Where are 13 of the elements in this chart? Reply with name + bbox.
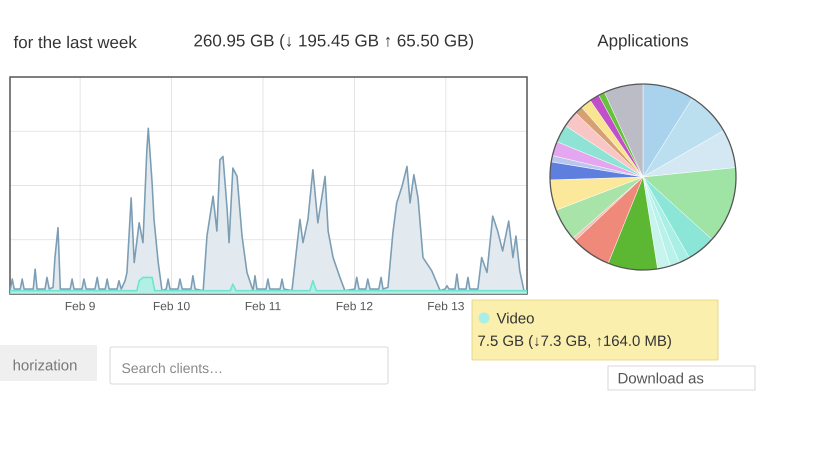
text: horization — [14, 360, 76, 370]
text: Video — [496, 312, 534, 324]
x-tick-label: Feb 9 — [66, 302, 95, 310]
chart-title: for the last week — [14, 36, 137, 48]
chart-title: Applications — [597, 34, 688, 50]
text: Download as — [618, 372, 704, 384]
x-tick-label: Feb 11 — [246, 302, 281, 310]
x-tick-label: Feb 13 — [428, 302, 464, 310]
x-tick-label: Feb 10 — [154, 302, 190, 310]
text: 260.95 GB (↓ 195.45 GB ↑ 65.50 GB) — [194, 34, 473, 50]
x-tick-label: Feb 12 — [336, 302, 372, 310]
text: Search clients… — [122, 362, 222, 374]
text: 7.5 GB (↓7.3 GB, ↑164.0 MB) — [478, 335, 671, 349]
